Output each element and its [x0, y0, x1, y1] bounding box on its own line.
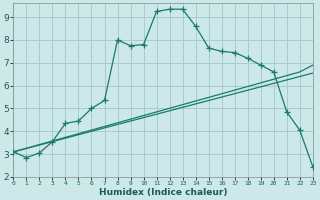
X-axis label: Humidex (Indice chaleur): Humidex (Indice chaleur) — [99, 188, 227, 197]
